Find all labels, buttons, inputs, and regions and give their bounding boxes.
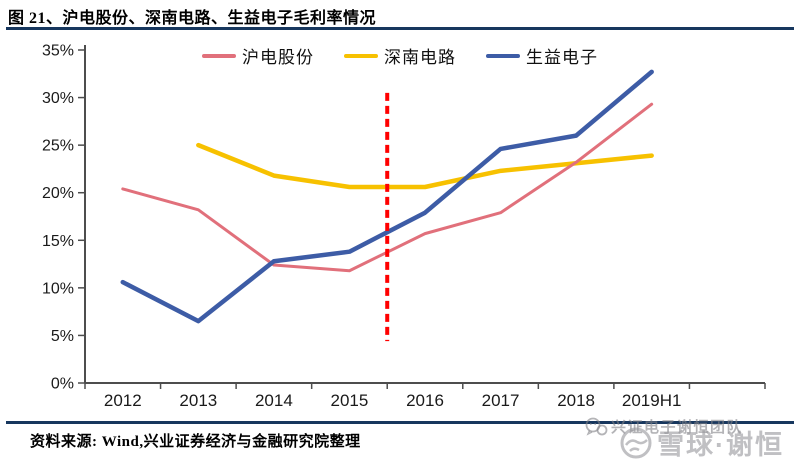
legend-line-swatch <box>344 53 378 58</box>
legend-label: 生益电子 <box>526 48 598 67</box>
legend-line-swatch <box>486 53 520 58</box>
x-tick-label: 2016 <box>406 391 444 410</box>
y-tick-label: 25% <box>42 138 74 155</box>
y-tick-label: 30% <box>42 90 74 107</box>
y-tick-label: 35% <box>42 43 74 60</box>
figure-title: 图 21、沪电股份、深南电路、生益电子毛利率情况 <box>8 10 377 27</box>
source-note: 资料来源: Wind,兴业证券经济与金融研究院整理 <box>30 434 361 450</box>
y-tick-label: 10% <box>42 280 74 297</box>
x-tick-label: 2015 <box>331 391 369 410</box>
x-tick-label: 2017 <box>482 391 520 410</box>
snowball-icon <box>620 427 652 458</box>
x-tick-label: 2018 <box>557 391 595 410</box>
watermark-xueqiu: 雪球·谢恒 <box>618 423 784 462</box>
margin-line-chart: 0% 5% 10% 15% 20% 25% 30% 35% 2012 2013 2014 2015 20… <box>42 43 766 410</box>
legend-line-swatch <box>202 53 236 58</box>
x-tick-label: 2014 <box>255 391 293 410</box>
legend-label: 深南电路 <box>384 48 456 67</box>
watermark-xueqiu-text: 雪球·谢恒 <box>657 430 784 460</box>
legend-item-shennan: 深南电路 <box>344 43 456 68</box>
series-line-2 <box>120 69 654 324</box>
x-tick-label: 2019H1 <box>622 391 682 410</box>
x-tick-label: 2013 <box>179 391 217 410</box>
footer-divider <box>6 421 794 424</box>
title-divider <box>6 27 794 30</box>
y-tick-label: 0% <box>51 376 74 393</box>
legend-label: 沪电股份 <box>242 48 314 67</box>
y-tick-label: 5% <box>51 328 74 345</box>
legend-item-hudian: 沪电股份 <box>202 43 314 68</box>
y-tick-label: 15% <box>42 233 74 250</box>
y-tick-label: 20% <box>42 185 74 202</box>
legend-item-shengyi: 生益电子 <box>486 43 598 68</box>
x-tick-label: 2012 <box>104 391 142 410</box>
series-line-1 <box>196 142 654 190</box>
chart-legend: 沪电股份 深南电路 生益电子 <box>202 43 598 68</box>
